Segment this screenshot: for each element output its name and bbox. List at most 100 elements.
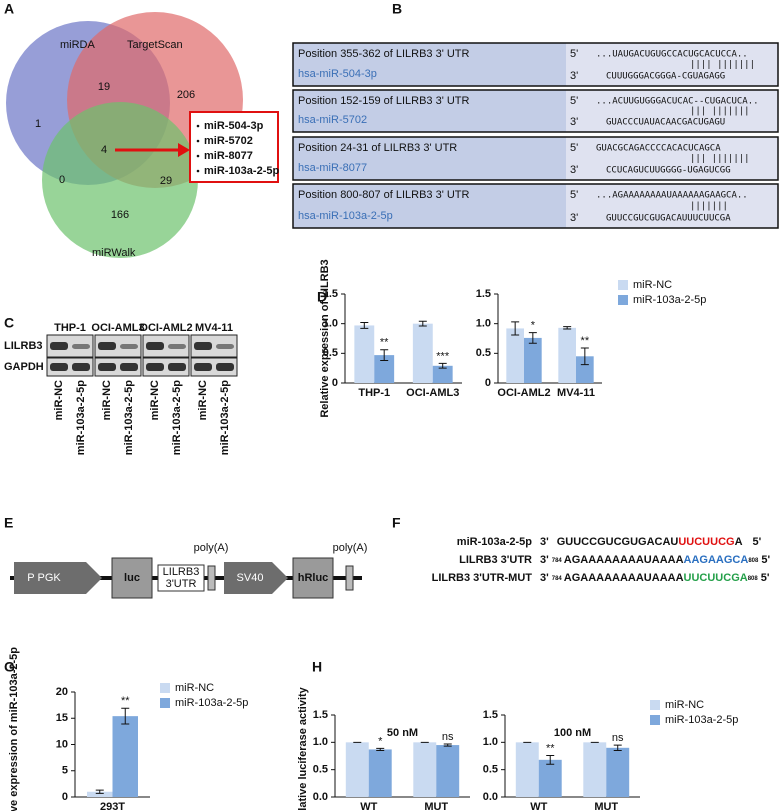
lane-label: miR-103a-2-5p	[75, 380, 87, 455]
blot	[142, 357, 190, 377]
significance: **	[121, 695, 130, 707]
alignments: Position 355-362 of LILRB3 3' UTR hsa-miR…	[292, 42, 779, 229]
lane-label: miR-NC	[53, 380, 65, 420]
alignment-right	[566, 137, 778, 180]
y-tick-label: 15	[56, 712, 68, 724]
band	[194, 342, 212, 350]
seq-part: AGAAAAAAAAUAAAA	[564, 554, 684, 566]
seq-part: AAGAAGCA	[684, 554, 749, 566]
utr-label: 3'UTR	[166, 578, 197, 590]
y-tick-label: 1.5	[323, 288, 338, 300]
alignment-left	[293, 90, 566, 132]
band	[146, 342, 164, 350]
bar	[412, 323, 433, 383]
mirna-name: hsa-miR-103a-2-5p	[298, 210, 393, 222]
seq-part: 3'	[540, 572, 549, 584]
alignment-right	[566, 184, 778, 228]
y-tick-label: 1.0	[483, 736, 498, 748]
alignment-frame	[292, 42, 779, 87]
y-tick-label: 0.5	[313, 764, 328, 776]
charts: Relative expression of LILRB3 miR-NC miR-1…	[8, 259, 738, 811]
bar	[345, 742, 369, 797]
panel-label: E	[4, 515, 13, 531]
legend-swatch	[160, 698, 170, 708]
error-bar	[376, 747, 385, 752]
band	[98, 363, 116, 371]
venn-count: 19	[98, 81, 110, 93]
y-tick-label: 1.0	[313, 736, 328, 748]
venn-count: 4	[101, 144, 107, 156]
y-tick-label: 1.0	[476, 318, 491, 330]
seq-part: 3'	[540, 554, 549, 566]
error-bar	[563, 326, 572, 330]
mirna-item: miR-504-3p	[204, 120, 264, 132]
sequences: miR-103a-2-5p 3' GUUCCGUCGUGACAUUUCUUCGA 5'…	[432, 536, 771, 584]
blot	[142, 334, 190, 358]
seq-part: 808	[748, 576, 759, 582]
lane-label: miR-103a-2-5p	[171, 380, 183, 455]
legend-label: miR-NC	[175, 682, 214, 694]
mirna-name: hsa-miR-8077	[298, 162, 367, 174]
band	[146, 363, 164, 371]
alignment-right	[566, 90, 778, 132]
error-bar	[438, 362, 447, 369]
hrluc-box	[292, 557, 334, 599]
hrluc-label: hRluc	[298, 572, 329, 584]
y-tick-label: 0.0	[313, 791, 328, 803]
promoter-label: P PGK	[27, 572, 61, 584]
panel-label: H	[312, 659, 322, 675]
mirna-box	[189, 111, 279, 183]
facet-title: 50 nM	[387, 727, 418, 739]
venn-count: 29	[160, 175, 172, 187]
significance: ns	[442, 731, 454, 743]
alignment-frame	[292, 89, 779, 133]
significance: **	[546, 742, 555, 754]
y-tick-label: 20	[56, 686, 68, 698]
target-seq: ...AGAAAAAAAAUAAAAAAGAAGCA..	[596, 191, 748, 201]
mirna-seq: CCUCAGUCUUGGGG-UGAGUCGG	[606, 166, 731, 176]
error-bar	[443, 743, 452, 747]
x-tick-label: MUT	[424, 801, 448, 811]
bar	[538, 759, 562, 797]
error-bar	[580, 347, 589, 366]
construct: P PGK luc LILRB3 3'UTR poly(A) SV40 hRlu…	[10, 542, 367, 599]
y-axis-title: Relative expression of miR-103a-2-5p	[8, 647, 20, 811]
seq-part: 784	[552, 576, 563, 582]
y-tick-label: 5	[62, 765, 68, 777]
band	[72, 344, 90, 349]
seq-part: 3'	[540, 536, 549, 548]
y-tick-label: 1.5	[476, 288, 491, 300]
blot	[46, 357, 94, 377]
y-tick-label: 0.5	[476, 347, 491, 359]
y-tick-label: 1.5	[483, 709, 498, 721]
lane-label: miR-NC	[197, 380, 209, 420]
y-tick-label: 0	[485, 377, 491, 389]
x-tick-label: OCI-AML2	[497, 387, 550, 399]
set-label: miRDA	[60, 39, 95, 51]
band	[216, 363, 234, 371]
alignment-right	[566, 43, 778, 86]
mirna-seq: CUUUGGGACGGGA-CGUAGAGG	[606, 72, 725, 82]
panel-label: A	[4, 1, 14, 17]
seq-line: 3' GUUCCGUCGUGACAUUUCUUCGA 5'	[540, 536, 762, 548]
bar	[374, 355, 395, 383]
protein: GAPDH	[4, 361, 44, 373]
venn-count: 0	[59, 174, 65, 186]
y-axis-title: Relative luciferase activity	[297, 686, 309, 811]
x-tick-label: WT	[530, 801, 547, 811]
bar	[515, 742, 539, 797]
error-bar	[95, 789, 104, 794]
cell-line: MV4-11	[195, 322, 233, 334]
lane-label: miR-NC	[101, 380, 113, 420]
seq-part: 5'	[761, 572, 770, 584]
band	[168, 363, 186, 371]
x-tick-label: WT	[360, 801, 377, 811]
bar	[583, 742, 607, 797]
alignment-left	[293, 137, 566, 180]
site-position: Position 24-31 of LILRB3 3' UTR	[298, 142, 457, 154]
seq-part: 784	[552, 558, 563, 564]
panel-label: D	[317, 289, 327, 305]
alignment-frame	[292, 183, 779, 229]
bar	[368, 749, 392, 797]
band	[120, 363, 138, 371]
